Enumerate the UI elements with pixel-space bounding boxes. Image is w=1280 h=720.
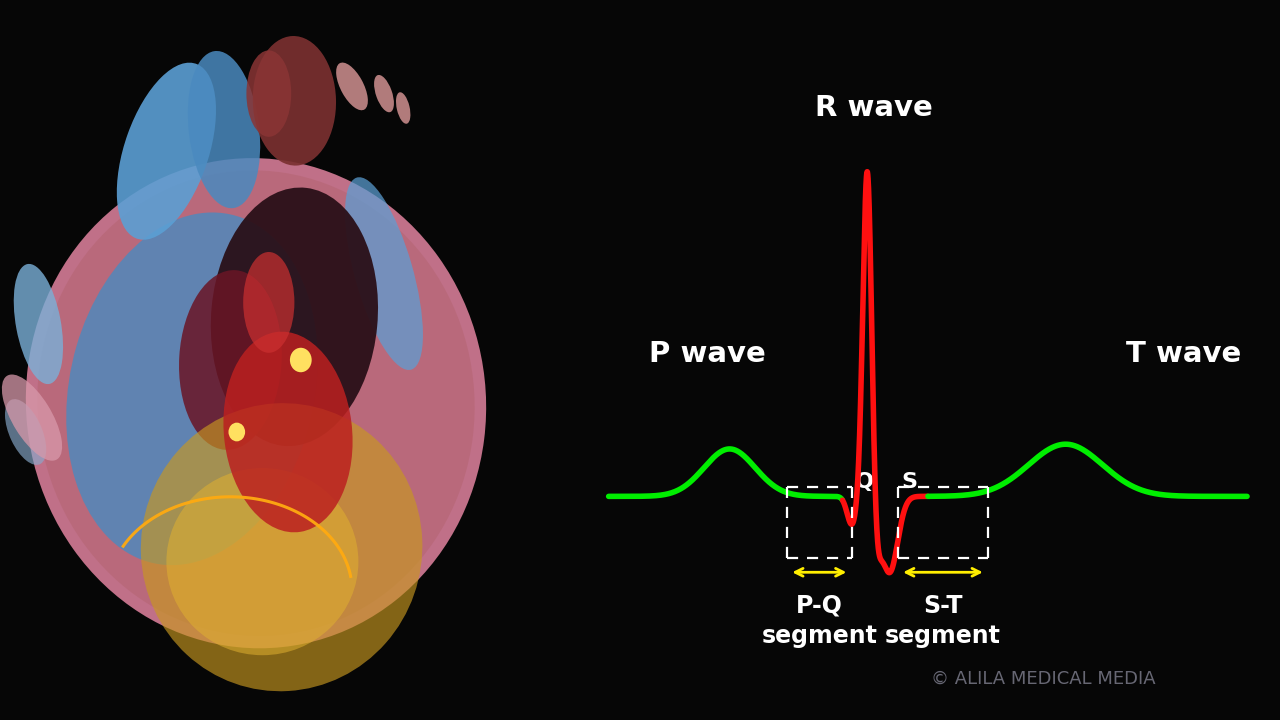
- Ellipse shape: [374, 75, 394, 112]
- Ellipse shape: [37, 171, 475, 636]
- Text: S-T: S-T: [923, 593, 963, 618]
- Text: P wave: P wave: [649, 340, 765, 368]
- Text: S: S: [901, 472, 916, 492]
- Ellipse shape: [5, 399, 46, 465]
- Text: P-Q: P-Q: [796, 593, 842, 618]
- Ellipse shape: [243, 252, 294, 353]
- Ellipse shape: [396, 92, 411, 124]
- Text: T wave: T wave: [1126, 340, 1242, 368]
- Ellipse shape: [26, 158, 486, 648]
- Ellipse shape: [1, 374, 63, 461]
- Ellipse shape: [14, 264, 63, 384]
- Ellipse shape: [141, 403, 422, 691]
- Text: segment: segment: [884, 624, 1001, 649]
- Ellipse shape: [179, 270, 282, 450]
- Circle shape: [229, 423, 246, 441]
- Ellipse shape: [67, 212, 317, 565]
- Ellipse shape: [116, 63, 216, 240]
- Ellipse shape: [166, 468, 358, 655]
- Text: © ALILA MEDICAL MEDIA: © ALILA MEDICAL MEDIA: [931, 670, 1156, 688]
- Ellipse shape: [224, 332, 352, 532]
- Ellipse shape: [337, 63, 367, 110]
- Ellipse shape: [252, 36, 337, 166]
- Ellipse shape: [246, 50, 292, 137]
- Circle shape: [291, 348, 312, 372]
- Ellipse shape: [346, 177, 422, 370]
- Ellipse shape: [188, 51, 260, 208]
- Ellipse shape: [211, 187, 378, 446]
- Text: R wave: R wave: [815, 94, 933, 122]
- Text: segment: segment: [762, 624, 877, 649]
- Text: Q: Q: [855, 472, 874, 492]
